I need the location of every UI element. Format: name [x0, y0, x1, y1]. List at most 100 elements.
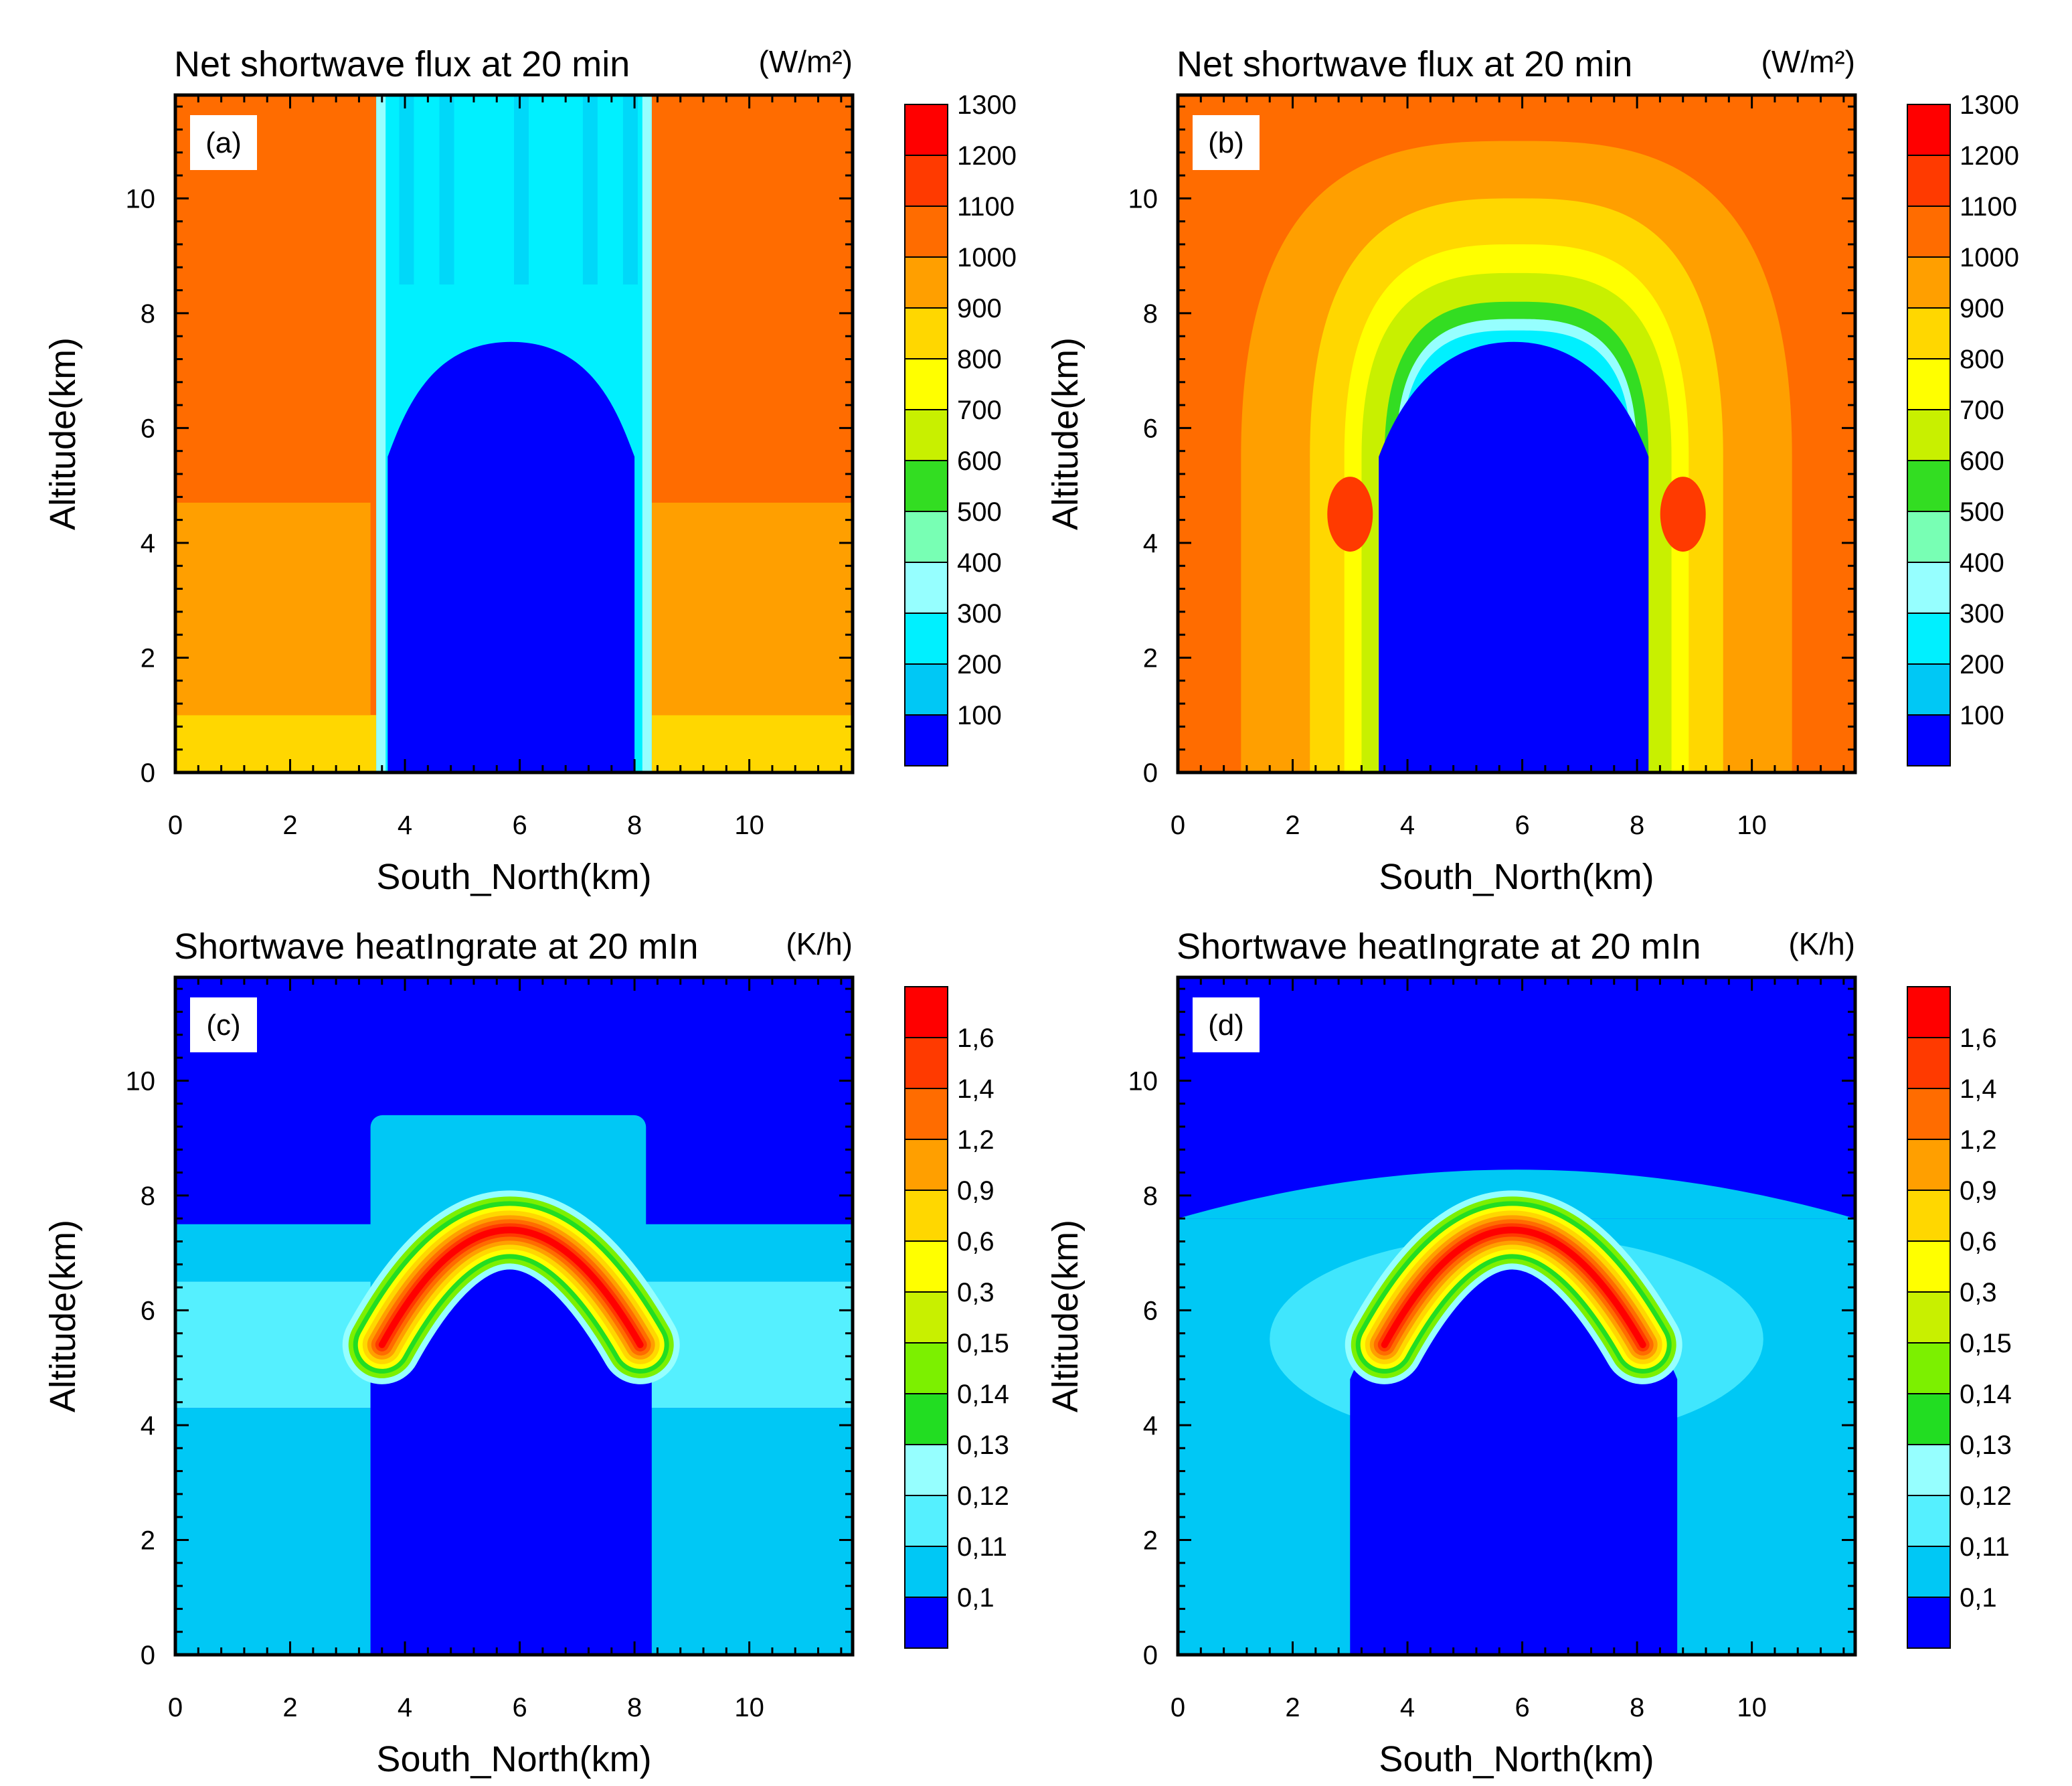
colorbar-swatch — [1907, 1546, 1951, 1598]
colorbar-swatch — [904, 1240, 948, 1293]
colorbar-swatch — [1907, 714, 1951, 766]
y-tick-label: 0 — [141, 1641, 155, 1670]
y-tick-label: 8 — [1143, 1182, 1158, 1211]
colorbar-label: 1200 — [1960, 141, 2019, 171]
colorbar-swatch — [904, 206, 948, 258]
panel-b: 0 2 4 6 8 100246810South_North(km)Altitude(km… — [1045, 44, 2019, 897]
field-hot-spot — [1327, 477, 1373, 552]
colorbar-label: 0,9 — [1960, 1176, 1997, 1206]
colorbar-swatch — [1907, 663, 1951, 716]
y-axis-label: Altitude(km) — [43, 337, 83, 530]
field-cloud — [1379, 341, 1649, 773]
x-tick-label: 2 — [282, 1693, 297, 1722]
plot-frame — [1176, 93, 1857, 775]
colorbar-swatch — [904, 104, 948, 156]
colorbar-swatch — [904, 460, 948, 512]
colorbar-swatch — [1907, 1393, 1951, 1445]
plot-area — [1178, 95, 1855, 773]
field-streak — [399, 95, 414, 285]
colorbar-swatch — [904, 1088, 948, 1140]
x-tick-label: 4 — [398, 1693, 412, 1722]
field-ridge-level — [1381, 1226, 1646, 1348]
colorbar-label: 0,6 — [1960, 1227, 1997, 1256]
field-streak — [582, 95, 598, 285]
colorbar-label: 1300 — [957, 90, 1017, 120]
y-tick-label: 10 — [126, 184, 156, 214]
chart-title: Shortwave heatIngrate at 20 mIn — [174, 926, 698, 967]
x-tick-label: 8 — [627, 1693, 642, 1722]
field-band — [651, 502, 853, 716]
colorbar-swatch — [1907, 1444, 1951, 1496]
colorbar-swatch — [1907, 1088, 1951, 1140]
colorbar-swatch — [1907, 1139, 1951, 1191]
colorbar-swatch — [904, 1037, 948, 1089]
units-label: (K/h) — [1788, 926, 1855, 961]
colorbar-swatch — [1907, 1190, 1951, 1242]
colorbar: 0,1 0,11 0,12 0,13 0,14 0,15 0,3 0,6 0,9 1,2 1,4 1,… — [904, 986, 1009, 1649]
y-tick-label: 2 — [141, 643, 155, 673]
colorbar-swatch — [1907, 155, 1951, 207]
colorbar-swatch — [904, 714, 948, 766]
colorbar-label: 0,15 — [1960, 1329, 2012, 1358]
colorbar-label: 100 — [957, 701, 1002, 730]
colorbar-label: 1,6 — [1960, 1024, 1997, 1053]
y-tick-label: 10 — [1128, 184, 1158, 214]
x-tick-label: 10 — [734, 811, 764, 840]
colorbar-label: 1200 — [957, 141, 1017, 171]
colorbar-swatch — [1907, 1597, 1951, 1649]
colorbar-swatch — [1907, 307, 1951, 359]
colorbar-label: 0,13 — [957, 1431, 1009, 1460]
colorbar-swatch — [904, 663, 948, 716]
colorbar-label: 1300 — [1960, 90, 2019, 120]
y-tick-label: 2 — [1143, 643, 1158, 673]
colorbar-label: 1000 — [957, 243, 1017, 272]
colorbar-label: 1,4 — [1960, 1074, 1997, 1104]
x-tick-label: 0 — [1171, 1693, 1185, 1722]
chart-title: Net shortwave flux at 20 min — [174, 44, 630, 84]
plot-area — [1178, 977, 1855, 1655]
colorbar-label: 0,14 — [1960, 1380, 2012, 1409]
x-tick-label: 0 — [1171, 811, 1185, 840]
colorbar-swatch — [904, 1546, 948, 1598]
y-axis-label: Altitude(km) — [1045, 337, 1086, 530]
colorbar-label: 200 — [957, 650, 1002, 679]
panel-c: 0 2 4 6 8 10 0 2 4 6 8 10 South_North(km) Altitude(km… — [43, 926, 1009, 1779]
y-tick-label: 6 — [1143, 414, 1158, 443]
colorbar-label: 0,14 — [957, 1380, 1009, 1409]
x-tick-label: 8 — [627, 811, 642, 840]
colorbar-swatch — [904, 1444, 948, 1496]
y-axis-label: Altitude(km) — [1045, 1220, 1086, 1412]
colorbar-label: 900 — [1960, 294, 2004, 323]
colorbar-swatch — [1907, 358, 1951, 410]
field-cloud — [1350, 1264, 1678, 1655]
colorbar-label: 1100 — [1960, 192, 2017, 222]
x-axis-label: South_North(km) — [376, 1739, 651, 1779]
field-cloud — [387, 341, 635, 773]
plot-frame — [1176, 975, 1857, 1657]
x-tick-label: 8 — [1630, 811, 1644, 840]
colorbar-swatch — [1907, 986, 1951, 1038]
colorbar-swatch — [1907, 562, 1951, 614]
colorbar-swatch — [904, 1393, 948, 1445]
field-band — [175, 715, 377, 773]
panel-label-box — [1193, 115, 1260, 170]
panel-label-box — [190, 997, 257, 1052]
y-tick-label: 4 — [1143, 529, 1158, 558]
field-streak — [622, 95, 638, 285]
colorbar-swatch — [904, 307, 948, 359]
field-band — [651, 715, 853, 773]
y-tick-label: 6 — [1143, 1296, 1158, 1325]
x-tick-label: 10 — [734, 1693, 764, 1722]
field-ridge-level — [378, 1226, 644, 1348]
colorbar-swatch — [1907, 256, 1951, 309]
colorbar-label: 300 — [1960, 599, 2004, 629]
x-axis-label: South_North(km) — [1379, 1739, 1654, 1779]
x-tick-label: 8 — [1630, 1693, 1644, 1722]
panel-label: (b) — [1208, 127, 1244, 159]
colorbar-swatch — [1907, 511, 1951, 563]
colorbar: 100 200 300 400 500 600 700 800 900 1000 1100 1200 1… — [1907, 90, 2019, 766]
plot-frame — [173, 93, 855, 775]
panel-a: 0 2 4 6 8 100246810South_North(km)Altitude(km… — [43, 44, 1017, 897]
y-tick-label: 0 — [1143, 1641, 1158, 1670]
colorbar-label: 0,11 — [1960, 1532, 2010, 1562]
